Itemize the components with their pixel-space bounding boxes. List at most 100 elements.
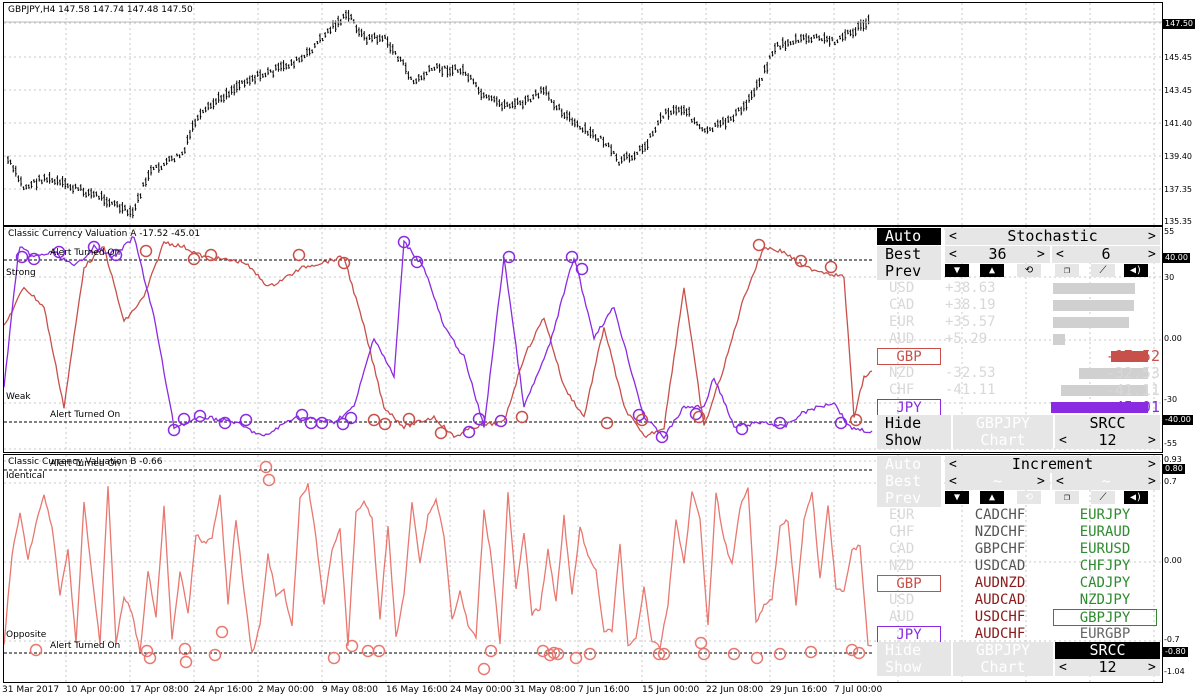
best-label-b[interactable]: Best <box>877 473 941 490</box>
currency-name[interactable]: EUR <box>889 314 915 330</box>
method-display-b[interactable]: SRCC <box>1055 642 1160 659</box>
count-b-prev-arrow[interactable]: < <box>1059 660 1067 675</box>
pair-name-left[interactable]: NZDCHF <box>974 524 1026 540</box>
alert-marker <box>204 248 218 262</box>
time-tick-label: 7 Jun 16:00 <box>578 685 630 695</box>
best-label[interactable]: Best <box>877 246 941 263</box>
auto-button[interactable]: Auto <box>877 228 941 245</box>
best-b1-prev-arrow[interactable]: < <box>949 474 957 489</box>
best2-next-arrow[interactable]: > <box>1148 247 1156 262</box>
prev-button[interactable]: Prev <box>877 263 941 280</box>
pair-name-left[interactable]: AUDNZD <box>974 575 1026 591</box>
hide-button[interactable]: Hide <box>877 415 951 432</box>
count-value: 12 <box>1098 432 1117 449</box>
best-b-selector-1[interactable]: < ~ > <box>945 473 1050 490</box>
count-b-next-arrow[interactable]: > <box>1148 660 1156 675</box>
pair-name-left[interactable]: AUDCHF <box>974 626 1026 642</box>
pair-display[interactable]: GBPJPY <box>953 415 1053 432</box>
currency-name[interactable]: NZD <box>889 558 915 574</box>
mode-b-next-arrow[interactable]: > <box>1148 457 1156 472</box>
show-count-selector[interactable]: < 12 > <box>1055 432 1160 449</box>
best-b-selector-2[interactable]: < ~ > <box>1052 473 1160 490</box>
refresh-icon[interactable]: ⟲ <box>1017 491 1041 504</box>
pair-name-right[interactable]: CHFJPY <box>1079 558 1131 574</box>
pair-name-right[interactable]: EURAUD <box>1079 524 1131 540</box>
best-b1-next-arrow[interactable]: > <box>1037 474 1045 489</box>
chart-button[interactable]: Chart <box>953 432 1053 449</box>
pair-display-b[interactable]: GBPJPY <box>953 642 1053 659</box>
currency-name[interactable]: CHF <box>889 382 915 398</box>
currency-value: -41.11 <box>1105 382 1160 399</box>
triangle-up-icon[interactable]: ▲ <box>980 491 1004 504</box>
indicator-a-y-axis: 55 30 0.00 -30 -55 40.00 -40.00 <box>1161 226 1200 451</box>
currency-name[interactable]: GBP <box>877 348 941 365</box>
prev-button-b[interactable]: Prev <box>877 490 941 507</box>
pair-name-left[interactable]: CADCHF <box>974 507 1026 523</box>
window-restore-icon[interactable]: ❐ <box>1055 491 1079 504</box>
pair-name-right[interactable]: EURUSD <box>1079 541 1131 557</box>
indicator-b-pane[interactable]: Classic Currency Valuation B -0.66 Alert… <box>3 454 1163 683</box>
currency-name[interactable]: NZD <box>889 365 915 381</box>
mode-selector-b[interactable]: < Increment > <box>945 456 1160 473</box>
best-b2-next-arrow[interactable]: > <box>1148 474 1156 489</box>
pair-name-right[interactable]: NZDJPY <box>1079 592 1131 608</box>
triangle-down-icon[interactable]: ▼ <box>945 264 969 277</box>
currency-name[interactable]: CAD <box>889 541 915 557</box>
chart-button-b[interactable]: Chart <box>953 659 1053 676</box>
currency-name[interactable]: GBP <box>877 575 941 592</box>
best-selector-1[interactable]: < 36 > <box>945 246 1050 263</box>
refresh-icon[interactable]: ⟲ <box>1017 264 1041 277</box>
currency-name[interactable]: CAD <box>889 297 915 313</box>
pair-name-right[interactable]: CADJPY <box>1079 575 1131 591</box>
currency-name[interactable]: EUR <box>889 507 915 523</box>
correlation-line <box>4 483 873 655</box>
alert-marker <box>336 417 350 431</box>
chart-line-icon[interactable]: ⟋ <box>1091 491 1115 504</box>
currency-name[interactable]: AUD <box>889 331 915 347</box>
currency-name[interactable]: JPY <box>877 399 941 416</box>
hide-button-b[interactable]: Hide <box>877 642 951 659</box>
currency-name[interactable]: AUD <box>889 609 915 625</box>
currency-name[interactable]: USD <box>889 592 915 608</box>
currency-name[interactable]: JPY <box>877 626 941 643</box>
pair-name-left[interactable]: USDCAD <box>974 558 1026 574</box>
currency-row: NZD -32.53 -32.53 <box>877 365 1160 382</box>
show-button[interactable]: Show <box>877 432 951 449</box>
auto-button-b[interactable]: Auto <box>877 456 941 473</box>
pair-name-right[interactable]: EURJPY <box>1079 507 1131 523</box>
y-tick-label: 0.00 <box>1164 556 1182 565</box>
triangle-down-icon[interactable]: ▼ <box>945 491 969 504</box>
method-display[interactable]: SRCC <box>1055 415 1160 432</box>
chart-line-icon[interactable]: ⟋ <box>1091 264 1115 277</box>
currency-name[interactable]: USD <box>889 280 915 296</box>
count-prev-arrow[interactable]: < <box>1059 433 1067 448</box>
mode-value: Stochastic <box>1007 228 1098 245</box>
mode-selector[interactable]: < Stochastic > <box>945 228 1160 245</box>
pair-name-left[interactable]: GBPCHF <box>974 541 1026 557</box>
pair-name-left[interactable]: USDCHF <box>974 609 1026 625</box>
triangle-up-icon[interactable]: ▲ <box>980 264 1004 277</box>
mode-b-prev-arrow[interactable]: < <box>949 457 957 472</box>
show-count-selector-b[interactable]: < 12 > <box>1055 659 1160 676</box>
count-next-arrow[interactable]: > <box>1148 433 1156 448</box>
sound-icon[interactable]: ◀) <box>1124 491 1148 504</box>
mode-prev-arrow[interactable]: < <box>949 229 957 244</box>
price-chart-pane[interactable]: GBPJPY,H4 147.58 147.74 147.48 147.50 <box>3 2 1163 226</box>
pair-name-right[interactable]: EURGBP <box>1079 626 1131 642</box>
best2-prev-arrow[interactable]: < <box>1056 247 1064 262</box>
alert-marker <box>434 426 448 440</box>
best-selector-2[interactable]: < 6 > <box>1052 246 1160 263</box>
best-b2-prev-arrow[interactable]: < <box>1056 474 1064 489</box>
alert-marker <box>208 648 222 662</box>
alert-marker <box>410 255 424 269</box>
pair-name-left[interactable]: AUDCAD <box>974 592 1026 608</box>
best1-next-arrow[interactable]: > <box>1037 247 1045 262</box>
best1-prev-arrow[interactable]: < <box>949 247 957 262</box>
show-button-b[interactable]: Show <box>877 659 951 676</box>
currency-name[interactable]: CHF <box>889 524 915 540</box>
sound-icon[interactable]: ◀) <box>1124 264 1148 277</box>
pair-name-right[interactable]: GBPJPY <box>1053 609 1157 626</box>
window-restore-icon[interactable]: ❐ <box>1055 264 1079 277</box>
mode-next-arrow[interactable]: > <box>1148 229 1156 244</box>
alert-marker <box>657 647 671 661</box>
